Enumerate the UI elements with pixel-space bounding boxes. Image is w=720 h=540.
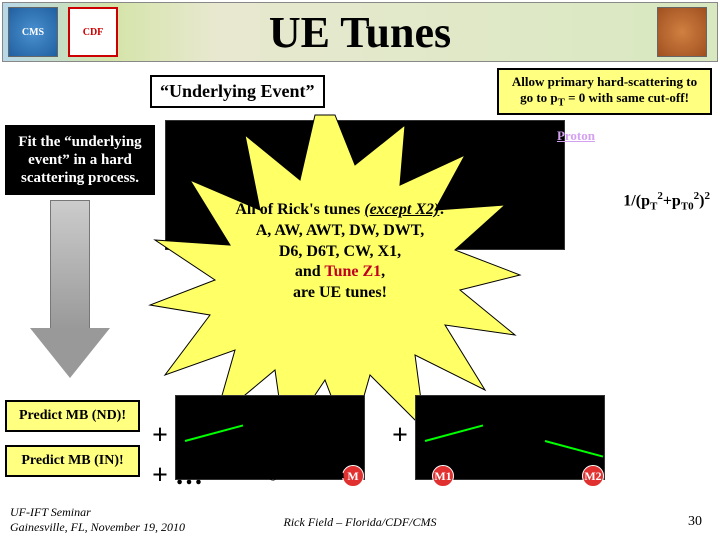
fit-l1: Fit the “underlying	[18, 134, 141, 150]
header-band: CMS CDF UE Tunes	[2, 2, 718, 62]
sd-label: gle Diffraction	[270, 467, 344, 482]
fit-box: Fit the “underlying event” in a hard sca…	[5, 125, 155, 195]
callout-l2b: = 0 with same cut-off!	[565, 90, 689, 105]
predict-in-box: Predict MB (IN)!	[5, 445, 140, 477]
fit-l2: event” in a hard	[28, 152, 132, 168]
st-l2: A, AW, AWT, DW, DWT,	[256, 222, 425, 239]
m2-badge: M2	[582, 465, 604, 487]
st-l5: are UE tunes!	[293, 284, 387, 301]
predict-nd-box: Predict MB (ND)!	[5, 400, 140, 432]
m-badge: M	[342, 465, 364, 487]
st-l1c: :	[439, 201, 444, 218]
underlying-event-box: “Underlying Event”	[150, 75, 325, 108]
callout-l2: go to p	[520, 90, 558, 105]
formula-s2: T0	[681, 201, 694, 213]
formula-sup3: 2	[705, 190, 711, 202]
formula-mid: +p	[663, 192, 681, 209]
starburst-text: All of Rick's tunes (except X2): A, AW, …	[200, 200, 480, 304]
formula: 1/(pT2+pT02)2	[623, 190, 710, 213]
plus-1: +	[152, 420, 168, 452]
st-l4a: and	[295, 263, 325, 280]
callout-l1: Allow primary hard-scattering to	[512, 74, 697, 89]
page-title: UE Tunes	[3, 7, 717, 58]
proton-label: Proton	[557, 128, 595, 144]
st-l4c: ,	[381, 263, 385, 280]
fit-l3: scattering process.	[21, 170, 139, 186]
m1-badge: M1	[432, 465, 454, 487]
big-down-arrow	[30, 200, 110, 380]
formula-s1: T	[650, 201, 657, 213]
st-l1a: All of Rick's tunes	[235, 201, 364, 218]
right-logo	[657, 7, 707, 57]
footer-page: 30	[688, 514, 702, 530]
st-l1b-i: (except X2)	[364, 201, 439, 218]
callout-sub: T	[558, 96, 565, 108]
dd-label: Double Diffraction	[470, 467, 566, 482]
st-l4b: Tune Z1	[324, 263, 381, 280]
formula-pre: 1/(p	[623, 192, 650, 209]
st-l1b: (except X2)	[364, 201, 439, 218]
plus-2: +	[392, 420, 408, 452]
plus-dots: + …	[152, 460, 203, 492]
footer-center: Rick Field – Florida/CDF/CMS	[0, 515, 720, 530]
st-l3: D6, D6T, CW, X1,	[279, 243, 401, 260]
callout-box: Allow primary hard-scattering to go to p…	[497, 68, 712, 115]
